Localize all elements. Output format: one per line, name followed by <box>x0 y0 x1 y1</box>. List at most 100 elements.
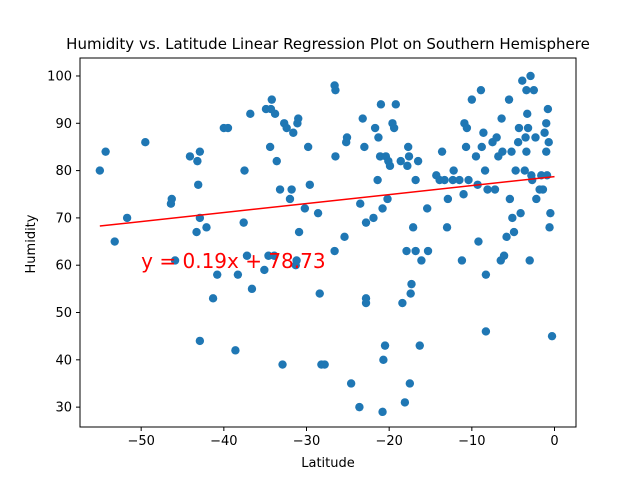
x-tick-label: −20 <box>375 434 402 449</box>
data-point <box>285 194 295 204</box>
data-point <box>289 128 298 137</box>
data-point <box>538 185 548 194</box>
data-point <box>471 152 481 161</box>
data-point <box>378 204 387 213</box>
data-point <box>415 341 424 350</box>
data-point <box>547 331 557 341</box>
data-point <box>380 341 390 350</box>
data-point <box>167 194 176 204</box>
data-point <box>408 223 418 232</box>
data-point <box>449 166 458 175</box>
data-point <box>213 270 222 279</box>
data-point <box>292 256 301 265</box>
data-point <box>270 109 280 119</box>
y-tick-label: 100 <box>47 69 72 84</box>
data-point <box>275 185 285 194</box>
data-point <box>383 194 392 204</box>
data-point <box>101 147 110 156</box>
data-point <box>526 71 535 81</box>
regression-line <box>99 175 555 227</box>
data-point <box>270 251 279 260</box>
data-point <box>540 128 549 137</box>
data-point <box>413 156 423 166</box>
data-point <box>407 279 416 289</box>
data-point <box>193 156 202 166</box>
y-axis-label: Humidity <box>24 214 39 273</box>
data-point <box>481 270 491 279</box>
data-point <box>504 95 514 104</box>
data-point <box>342 133 352 142</box>
data-point <box>320 360 329 369</box>
data-point <box>532 194 541 204</box>
data-point <box>374 133 383 142</box>
data-point <box>523 109 532 119</box>
chart-title: Humidity vs. Latitude Linear Regression … <box>66 35 590 53</box>
x-tick-label: −10 <box>458 434 485 449</box>
data-point <box>170 256 180 265</box>
x-tick-label: −40 <box>210 434 237 449</box>
data-point <box>546 208 555 218</box>
data-point <box>467 95 477 104</box>
data-point <box>385 161 395 171</box>
data-point <box>531 133 540 142</box>
data-point <box>331 85 340 95</box>
data-point <box>522 85 531 95</box>
data-point <box>523 123 533 133</box>
data-point <box>403 142 413 152</box>
data-point <box>192 227 201 237</box>
data-point <box>437 147 447 156</box>
scatter-points <box>95 71 557 417</box>
data-point <box>545 223 554 232</box>
y-tick-label: 30 <box>55 401 72 416</box>
data-point <box>242 251 252 260</box>
data-point <box>315 289 324 298</box>
data-point <box>194 180 203 189</box>
data-point <box>331 152 340 161</box>
data-point <box>443 194 453 204</box>
data-point <box>403 161 412 171</box>
data-point <box>518 76 527 85</box>
data-point <box>457 256 467 265</box>
data-point <box>404 152 414 161</box>
data-point <box>246 109 255 119</box>
data-point <box>442 223 452 232</box>
data-point <box>360 142 369 152</box>
data-point <box>417 256 426 265</box>
data-point <box>223 123 233 133</box>
data-point <box>411 175 420 185</box>
y-tick-label: 90 <box>55 117 72 132</box>
data-point <box>527 175 537 185</box>
data-point <box>423 204 432 213</box>
data-point <box>373 175 382 185</box>
data-point <box>498 147 507 156</box>
data-point <box>122 213 132 223</box>
data-point <box>490 185 500 194</box>
data-point <box>398 298 407 308</box>
y-tick-label: 70 <box>55 211 72 226</box>
data-point <box>481 327 491 336</box>
data-point <box>497 114 506 123</box>
data-point <box>95 166 105 175</box>
data-point <box>477 142 486 152</box>
data-point <box>240 166 249 175</box>
data-point <box>464 175 473 185</box>
data-point <box>480 166 490 175</box>
y-ticks: 30 40 50 60 70 80 90 100 <box>47 69 80 416</box>
data-point <box>396 156 405 166</box>
data-point <box>340 232 349 242</box>
data-point <box>448 175 458 185</box>
data-point <box>272 156 281 166</box>
data-point <box>265 142 275 152</box>
data-point <box>505 194 515 204</box>
data-point <box>507 147 516 156</box>
x-tick-label: −50 <box>127 434 154 449</box>
data-point <box>260 265 269 275</box>
data-point <box>278 360 287 369</box>
data-point <box>521 133 530 142</box>
data-point <box>525 256 534 265</box>
data-point <box>529 85 539 95</box>
data-point <box>282 123 291 133</box>
data-point <box>461 142 471 152</box>
data-point <box>514 123 524 133</box>
